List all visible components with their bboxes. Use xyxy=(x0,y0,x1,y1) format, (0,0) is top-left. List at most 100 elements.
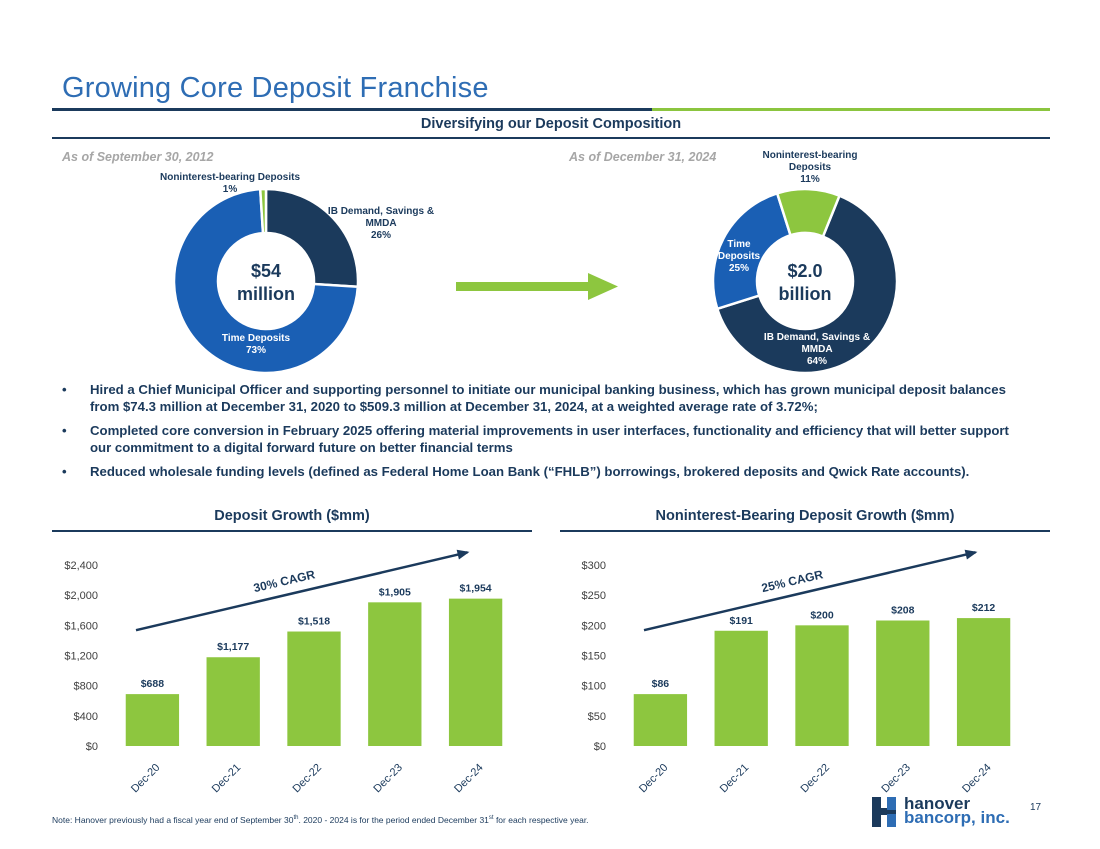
chart0-category-label-1: Dec-21 xyxy=(210,762,244,796)
highlights-list: • Hired a Chief Municipal Officer and su… xyxy=(62,381,1032,487)
chart0-ytick-label-1: $400 xyxy=(74,711,98,723)
footnote-sup2: st xyxy=(488,815,494,822)
chart0-category-label-2: Dec-22 xyxy=(291,762,325,796)
donut-2012-slice-1 xyxy=(173,188,359,374)
right-label-noninterest-name2: Deposits xyxy=(788,162,832,173)
list-item: • Completed core conversion in February … xyxy=(62,422,1032,456)
donut-2012-slice-0 xyxy=(264,188,359,289)
right-label-ib-demand-name1: IB Demand, Savings & xyxy=(763,332,871,343)
donut-2024-slice-2 xyxy=(775,188,842,239)
chart1-bar-0 xyxy=(633,694,688,746)
nib-growth-title-divider xyxy=(560,530,1050,532)
list-item: • Hired a Chief Municipal Officer and su… xyxy=(62,381,1032,415)
chart1-cagr-arrow-line xyxy=(643,551,976,632)
right-as-of-label: As of December 31, 2024 xyxy=(569,150,717,164)
chart1-value-label-2: $200 xyxy=(810,609,834,621)
left-label-ib-demand-pct: 26% xyxy=(370,230,391,241)
footnote: Note: Hanover previously had a fiscal ye… xyxy=(52,815,589,825)
chart0-bar-2 xyxy=(287,631,341,746)
footnote-part3: for each respective year. xyxy=(493,815,589,825)
chart0-cagr-arrow-line xyxy=(135,551,468,632)
chart1-category-label-0: Dec-20 xyxy=(637,762,671,796)
chart1-value-label-0: $86 xyxy=(652,678,670,690)
chart0-value-label-2: $1,518 xyxy=(298,616,330,628)
deposit-growth-chart-title: Deposit Growth ($mm) xyxy=(214,508,370,524)
chart1-value-label-4: $212 xyxy=(972,602,996,614)
chart0-ytick-label-3: $1,200 xyxy=(64,651,98,663)
chart0-ytick-label-0: $0 xyxy=(86,741,98,753)
right-label-time-deposits-name2: Deposits xyxy=(717,251,761,262)
left-label-noninterest: Noninterest-bearing Deposits 1% xyxy=(140,172,320,196)
logo-text-bancorp: bancorp, inc. xyxy=(904,808,1010,827)
chart0-value-label-0: $688 xyxy=(141,678,165,690)
chart0-bar-3 xyxy=(368,602,422,746)
list-item: • Reduced wholesale funding levels (defi… xyxy=(62,463,1032,480)
chart0-category-label-4: Dec-24 xyxy=(452,762,486,796)
chart0-ytick-label-6: $2,400 xyxy=(64,560,98,572)
right-label-time-deposits-name1: Time xyxy=(727,239,751,250)
chart0-ytick-label-2: $800 xyxy=(74,681,98,693)
page-title: Growing Core Deposit Franchise xyxy=(62,72,489,104)
chart1-ytick-label-0: $0 xyxy=(594,741,606,753)
bullet-text: Hired a Chief Municipal Officer and supp… xyxy=(90,382,1006,414)
donut-2012-slice-2 xyxy=(258,188,268,235)
donut-chart-2012 xyxy=(173,188,359,374)
right-label-noninterest-pct: 11% xyxy=(800,174,820,185)
left-label-ib-demand-name1: IB Demand, Savings & xyxy=(327,206,435,217)
left-label-time-deposits-pct: 73% xyxy=(245,345,266,356)
chart0-cagr-arrowhead-icon xyxy=(456,549,470,560)
left-label-ib-demand-name2: MMDA xyxy=(365,218,397,229)
nib-growth-bar-chart: $0 $50 $100 $150 $200 $250 $300 $86 Dec-20 $191 De… xyxy=(582,549,1011,796)
bullet-text: Reduced wholesale funding levels (define… xyxy=(90,464,970,479)
chart0-ytick-label-4: $1,600 xyxy=(64,620,98,632)
deposit-growth-title-divider xyxy=(52,530,532,532)
donut-2024-slice-0 xyxy=(715,194,898,374)
left-label-noninterest-name: Noninterest-bearing Deposits xyxy=(159,172,301,183)
hanover-logo-icon xyxy=(872,797,896,827)
chart0-bar-4 xyxy=(448,598,503,746)
chart1-ytick-label-1: $50 xyxy=(588,711,606,723)
logo-text-hanover: hanover xyxy=(904,794,971,813)
page-number: 17 xyxy=(1030,802,1042,813)
chart0-value-label-1: $1,177 xyxy=(217,641,249,653)
donut-center-2012-amount: $54 xyxy=(250,261,282,281)
subtitle-divider xyxy=(52,137,1050,139)
chart1-ytick-label-6: $300 xyxy=(582,560,606,572)
left-label-time-deposits: Time Deposits 73% xyxy=(206,333,306,357)
chart0-category-label-0: Dec-20 xyxy=(129,762,163,796)
right-label-ib-demand: IB Demand, Savings & MMDA 64% xyxy=(747,332,887,368)
donut-center-2024-amount: $2.0 xyxy=(787,261,823,281)
chart0-value-label-3: $1,905 xyxy=(379,586,411,598)
chart1-ytick-label-2: $100 xyxy=(582,681,606,693)
right-label-ib-demand-pct: 64% xyxy=(806,356,827,367)
chart1-value-label-1: $191 xyxy=(730,615,754,627)
footnote-part1: Note: Hanover previously had a fiscal ye… xyxy=(52,815,294,825)
title-divider-navy xyxy=(52,108,652,111)
deposit-growth-bar-chart: $0 $400 $800 $1,200 $1,600 $2,000 $2,400 $688 De… xyxy=(64,549,503,796)
section-subtitle: Diversifying our Deposit Composition xyxy=(420,116,682,132)
bullet-marker-icon: • xyxy=(62,464,67,479)
chart1-bar-1 xyxy=(714,630,768,746)
bullet-text: Completed core conversion in February 20… xyxy=(90,423,1009,455)
nib-growth-chart-title: Noninterest-Bearing Deposit Growth ($mm) xyxy=(655,508,955,524)
donut-center-2012: $54 million xyxy=(216,260,316,306)
chart0-value-label-4: $1,954 xyxy=(460,583,492,595)
right-label-time-deposits-pct: 25% xyxy=(728,263,749,274)
chart1-bar-2 xyxy=(795,625,849,746)
chart0-bar-0 xyxy=(125,694,180,746)
left-label-ib-demand: IB Demand, Savings & MMDA 26% xyxy=(316,206,446,242)
donut-2024-slice-1 xyxy=(712,191,793,311)
chart1-category-label-2: Dec-22 xyxy=(799,762,833,796)
chart1-cagr-arrowhead-icon xyxy=(964,549,978,560)
chart1-ytick-label-5: $250 xyxy=(582,590,606,602)
chart0-category-label-3: Dec-23 xyxy=(371,762,405,796)
left-label-time-deposits-name: Time Deposits xyxy=(221,333,291,344)
title-divider-green xyxy=(652,108,1050,111)
chart1-bar-3 xyxy=(876,620,930,746)
chart1-bar-4 xyxy=(956,618,1011,746)
bullet-marker-icon: • xyxy=(62,382,67,397)
chart1-category-label-3: Dec-23 xyxy=(879,762,913,796)
right-label-noninterest-name1: Noninterest-bearing xyxy=(762,150,858,161)
chart1-ytick-label-3: $150 xyxy=(582,651,606,663)
donut-center-2024-unit: billion xyxy=(778,284,832,304)
